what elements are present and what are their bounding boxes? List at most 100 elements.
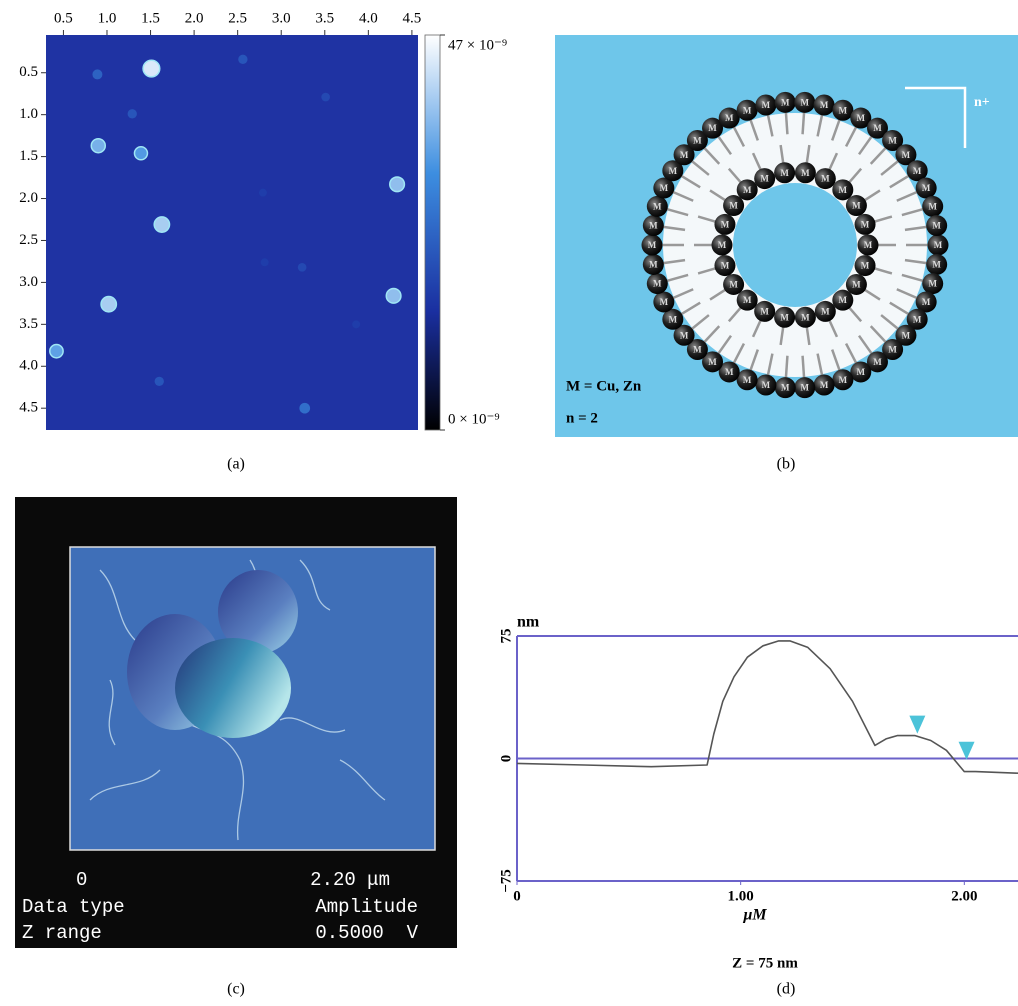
bead-label: M xyxy=(781,97,790,107)
bead-label: M xyxy=(852,201,861,211)
bead-label: M xyxy=(932,260,941,270)
caption: (c) xyxy=(227,981,245,998)
n-legend: n = 2 xyxy=(566,410,598,426)
bead-label: M xyxy=(801,168,810,178)
particle xyxy=(91,139,105,153)
profile-line xyxy=(517,641,1018,773)
bead-label: M xyxy=(922,297,931,307)
bead-label: M xyxy=(760,174,769,184)
bead-label: M xyxy=(729,201,738,211)
bead-label: M xyxy=(857,113,866,123)
colorbar-label: 0 × 10⁻⁹ xyxy=(448,411,500,427)
bead-label: M xyxy=(669,166,678,176)
bead-label: M xyxy=(649,260,658,270)
bead-label: M xyxy=(928,201,937,211)
bead-label: M xyxy=(839,295,848,305)
bead-label: M xyxy=(743,105,752,115)
y-tick-label: 0.5 xyxy=(19,64,38,80)
bead-label: M xyxy=(922,183,931,193)
bead-label: M xyxy=(648,240,657,250)
y-tick-label: 3.5 xyxy=(19,316,38,332)
bead-label: M xyxy=(725,113,734,123)
particle xyxy=(143,60,160,77)
x-tick-label: 2.0 xyxy=(185,10,204,26)
scale-start: 0 xyxy=(76,869,87,891)
particle xyxy=(155,377,164,386)
bead-label: M xyxy=(801,312,810,322)
x-tick-label: 1.5 xyxy=(141,10,160,26)
caption: (b) xyxy=(777,456,796,473)
bead-label: M xyxy=(725,367,734,377)
y-tick-label: 4.5 xyxy=(19,400,38,416)
particle xyxy=(299,403,310,414)
particle xyxy=(238,55,247,64)
bead-label: M xyxy=(693,345,702,355)
bead-label: M xyxy=(820,380,829,390)
caption: (a) xyxy=(227,456,245,473)
bead-label: M xyxy=(852,280,861,290)
bead-label: M xyxy=(649,221,658,231)
x-tick-label: 2.5 xyxy=(228,10,247,26)
bead-label: M xyxy=(653,279,662,289)
afm-image xyxy=(46,35,418,430)
bead-label: M xyxy=(660,183,669,193)
particle xyxy=(261,258,269,266)
bead-label: M xyxy=(801,97,810,107)
bead-label: M xyxy=(888,136,897,146)
x-tick-label: 0 xyxy=(513,888,521,904)
scale-end: 2.20 μm xyxy=(310,869,390,891)
bead-label: M xyxy=(762,100,771,110)
bead-label: M xyxy=(864,240,873,250)
y-tick-label: 4.0 xyxy=(19,358,38,374)
x-tick-label: 4.0 xyxy=(359,10,378,26)
bead-label: M xyxy=(839,375,848,385)
particle xyxy=(352,320,360,328)
bead-label: M xyxy=(743,375,752,385)
bead-label: M xyxy=(873,357,882,367)
charge: n+ xyxy=(974,95,990,110)
bead-label: M xyxy=(839,185,848,195)
particle xyxy=(386,288,401,303)
x-tick-label: 4.5 xyxy=(403,10,422,26)
y-tick-label: 0 xyxy=(498,755,514,763)
figure: MMMMMMMMMMMMMMMMMMMMMMMMMMMMMMMMMMMMMMMM… xyxy=(0,0,1018,1006)
bead-label: M xyxy=(729,280,738,290)
y-axis-label: nm xyxy=(517,614,540,631)
bead-label: M xyxy=(708,357,717,367)
particle xyxy=(134,147,147,160)
bead-label: M xyxy=(780,168,789,178)
bead-label: M xyxy=(743,295,752,305)
cursor-marker xyxy=(909,716,925,734)
y-tick-label: −75 xyxy=(498,869,514,893)
colorbar xyxy=(425,35,440,430)
x-tick-label: 2.00 xyxy=(951,888,977,904)
x-axis-label: μM xyxy=(742,907,767,924)
cursor-marker xyxy=(959,742,975,760)
bead-label: M xyxy=(821,174,830,184)
data-type: Amplitude xyxy=(315,896,418,918)
x-tick-label: 0.5 xyxy=(54,10,73,26)
bead-label: M xyxy=(902,150,911,160)
bead-label: M xyxy=(857,367,866,377)
x-tick-label: 1.00 xyxy=(728,888,754,904)
bead-label: M xyxy=(680,150,689,160)
bead-label: M xyxy=(839,105,848,115)
particle xyxy=(390,177,405,192)
bead-label: M xyxy=(680,330,689,340)
bead-label: M xyxy=(888,345,897,355)
bead-label: M xyxy=(932,221,941,231)
bead-label: M xyxy=(873,123,882,133)
particle xyxy=(259,189,267,197)
bead-label: M xyxy=(669,314,678,324)
page: {"chart_data": [ {"type": "heatmap", "xl… xyxy=(0,0,1018,1006)
bead-label: M xyxy=(653,201,662,211)
metal-legend: M = Cu, Zn xyxy=(566,378,642,394)
y-tick-label: 75 xyxy=(498,629,514,644)
bead-label: M xyxy=(861,261,870,271)
bead-label: M xyxy=(934,240,943,250)
bead-label: M xyxy=(660,297,669,307)
colorbar-label: 47 × 10⁻⁹ xyxy=(448,37,507,53)
bead-label: M xyxy=(928,279,937,289)
bead-label: M xyxy=(781,383,790,393)
particle xyxy=(154,217,169,232)
